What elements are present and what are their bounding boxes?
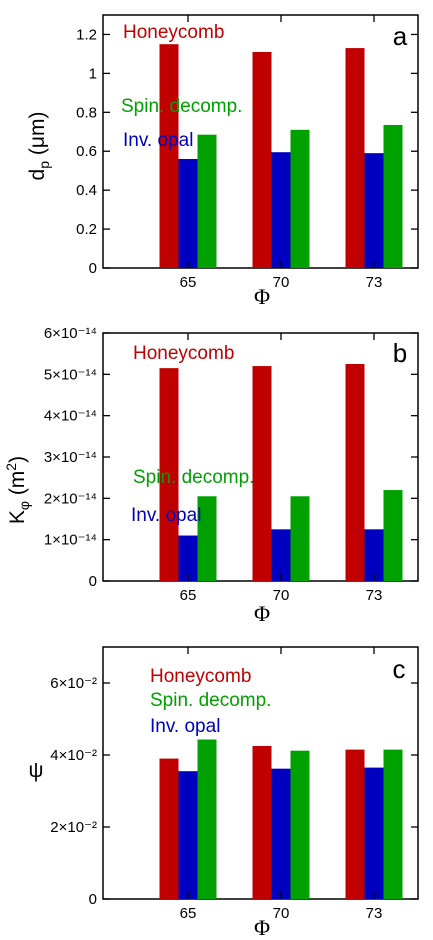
y-tick-label: 4×10⁻¹⁴ (44, 408, 97, 425)
bar-spin-70 (290, 750, 310, 899)
y-axis-label-a: dp (μm) (26, 112, 52, 181)
bar-opal-65 (178, 771, 198, 899)
bar-spin-65 (197, 134, 217, 268)
bars-c (159, 739, 403, 899)
legend-opal-b: Inv. opal (131, 505, 201, 526)
bar-opal-65 (178, 535, 198, 581)
bars-b (159, 364, 403, 581)
panel-b: 0 1×10⁻¹⁴ 2×10⁻¹⁴ 3×10⁻¹⁴ 4×10⁻¹⁴ 5×10⁻¹⁴ 6×10… (3, 325, 419, 626)
legend-spin-b: Spin. decomp. (133, 467, 254, 488)
x-tick-label: 70 (273, 274, 290, 291)
legend-honeycomb-b: Honeycomb (133, 343, 234, 364)
bar-honeycomb-65 (159, 368, 179, 581)
y-tick-label: 2×10⁻² (50, 819, 97, 836)
panel-a: 0 0.2 0.4 0.6 0.8 1 1.2 65 70 73 a Honeycomb Spi… (26, 14, 419, 309)
bar-honeycomb-73 (345, 364, 365, 581)
y-tick-label: 3×10⁻¹⁴ (44, 449, 97, 466)
y-tick-label: 0.2 (76, 221, 97, 238)
x-ticks-b: 65 70 73 (180, 333, 383, 604)
x-tick-label: 73 (366, 587, 383, 604)
bar-spin-73 (383, 124, 403, 268)
y-axis-label-b: Kφ (m2) (3, 456, 32, 524)
x-axis-label-c: Φ (254, 915, 270, 940)
bar-spin-65 (197, 496, 217, 581)
bar-honeycomb-65 (159, 44, 179, 268)
legend-honeycomb-a: Honeycomb (123, 22, 224, 43)
bar-opal-65 (178, 159, 198, 268)
x-ticks-c: 65 70 73 (180, 647, 383, 922)
y-tick-label: 0 (89, 260, 97, 277)
bar-honeycomb-73 (345, 749, 365, 899)
x-tick-label: 65 (180, 274, 197, 291)
y-tick-label: 0 (89, 573, 97, 590)
bar-spin-73 (383, 490, 403, 581)
x-tick-label: 73 (366, 905, 383, 922)
bar-opal-73 (364, 529, 384, 581)
y-tick-label: 5×10⁻¹⁴ (44, 366, 97, 383)
x-tick-label: 70 (273, 587, 290, 604)
y-tick-label: 0.4 (76, 182, 97, 199)
bar-honeycomb-65 (159, 758, 179, 899)
bar-opal-73 (364, 153, 384, 268)
bars-a (159, 44, 403, 269)
bar-opal-73 (364, 767, 384, 899)
y-tick-label: 6×10⁻¹⁴ (44, 325, 97, 342)
bar-honeycomb-70 (252, 51, 272, 268)
bar-spin-65 (197, 739, 217, 899)
y-tick-label: 6×10⁻² (50, 675, 97, 692)
bar-opal-70 (271, 152, 291, 268)
legend-opal-a: Inv. opal (123, 130, 193, 151)
legend-spin-a: Spin. decomp. (121, 96, 242, 117)
legend-honeycomb-c: Honeycomb (150, 666, 251, 687)
x-tick-label: 70 (273, 905, 290, 922)
y-ticks-c: 0 2×10⁻² 4×10⁻² 6×10⁻² (50, 675, 418, 908)
bar-honeycomb-70 (252, 746, 272, 899)
y-tick-label: 1.2 (76, 26, 97, 43)
bar-opal-70 (271, 529, 291, 581)
bar-honeycomb-70 (252, 366, 272, 581)
bar-honeycomb-73 (345, 48, 365, 269)
y-axis-label-c: ψ (29, 759, 44, 782)
y-tick-label: 1 (89, 65, 97, 82)
bar-opal-70 (271, 768, 291, 899)
x-ticks-a: 65 70 73 (180, 15, 383, 291)
x-tick-label: 65 (180, 587, 197, 604)
y-tick-label: 0.8 (76, 104, 97, 121)
y-tick-label: 4×10⁻² (50, 747, 97, 764)
y-tick-label: 0.6 (76, 143, 97, 160)
y-ticks-a: 0 0.2 0.4 0.6 0.8 1 1.2 (76, 26, 418, 277)
bar-spin-70 (290, 129, 310, 268)
x-tick-label: 65 (180, 905, 197, 922)
bar-spin-70 (290, 496, 310, 581)
panel-label-b: b (393, 338, 407, 368)
y-tick-label: 1×10⁻¹⁴ (44, 532, 97, 549)
panel-label-a: a (393, 21, 408, 51)
legend-opal-c: Inv. opal (150, 716, 220, 737)
y-tick-label: 2×10⁻¹⁴ (44, 490, 97, 507)
panel-label-c: c (393, 654, 406, 684)
x-axis-label-a: Φ (254, 284, 270, 309)
x-tick-label: 73 (366, 274, 383, 291)
panel-c: 0 2×10⁻² 4×10⁻² 6×10⁻² 65 70 73 c Honeycomb S… (29, 646, 419, 940)
y-tick-label: 0 (89, 891, 97, 908)
legend-spin-c: Spin. decomp. (150, 690, 271, 711)
bar-spin-73 (383, 749, 403, 899)
x-axis-label-b: Φ (254, 601, 270, 626)
y-ticks-b: 0 1×10⁻¹⁴ 2×10⁻¹⁴ 3×10⁻¹⁴ 4×10⁻¹⁴ 5×10⁻¹⁴ 6×10… (44, 325, 418, 590)
